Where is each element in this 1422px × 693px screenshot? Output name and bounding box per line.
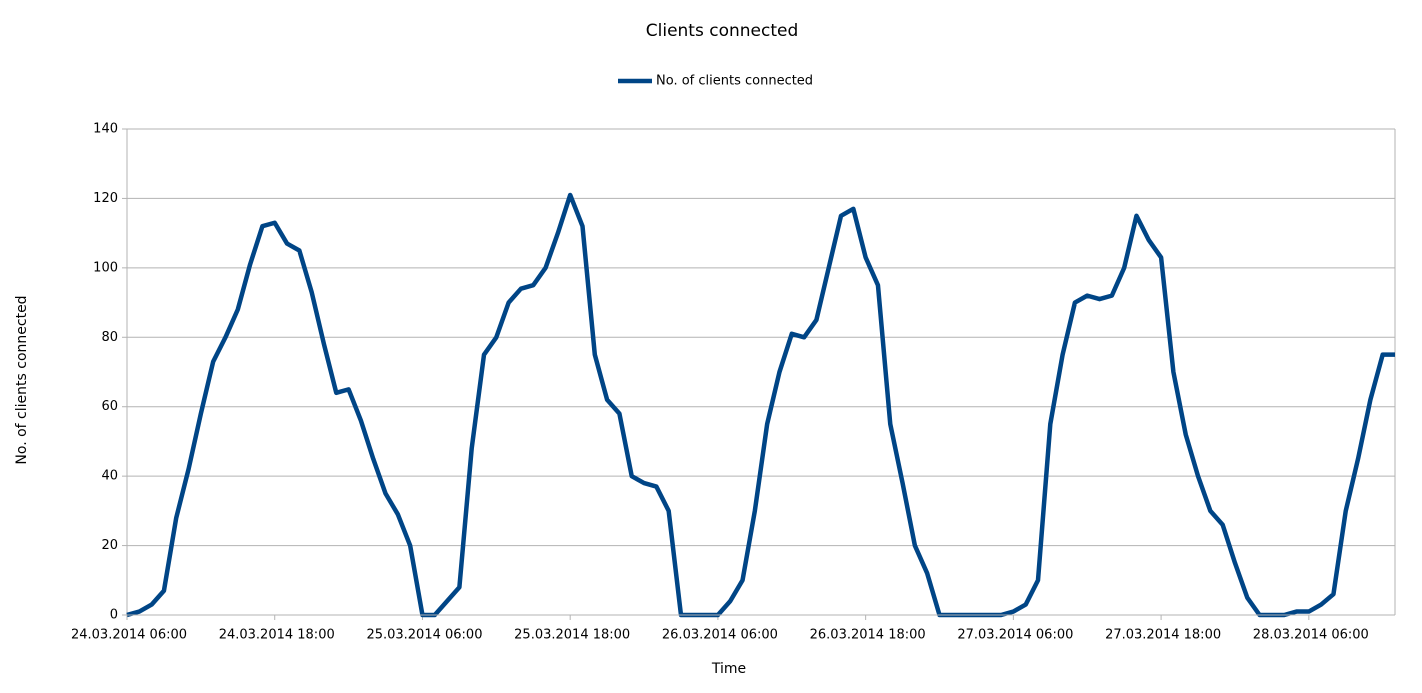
y-tick-label: 100 — [93, 260, 118, 275]
chart-title: Clients connected — [646, 21, 799, 41]
legend-label: No. of clients connected — [656, 74, 813, 89]
y-axis-label: No. of clients connected — [14, 295, 30, 464]
x-tick-label: 27.03.2014 18:00 — [1105, 628, 1221, 643]
x-tick-label: 24.03.2014 06:00 — [71, 628, 187, 643]
y-tick-label: 140 — [93, 122, 118, 137]
x-tick-label: 25.03.2014 06:00 — [366, 628, 482, 643]
y-tick-label: 40 — [101, 469, 118, 484]
y-tick-label: 20 — [101, 538, 118, 553]
x-tick-label: 24.03.2014 18:00 — [219, 628, 335, 643]
x-tick-label: 26.03.2014 18:00 — [810, 628, 926, 643]
x-tick-label: 25.03.2014 18:00 — [514, 628, 630, 643]
x-tick-label: 26.03.2014 06:00 — [662, 628, 778, 643]
x-tick-label: 28.03.2014 06:00 — [1253, 628, 1369, 643]
y-tick-label: 80 — [101, 330, 118, 345]
x-tick-label: 27.03.2014 06:00 — [957, 628, 1073, 643]
y-tick-label: 0 — [110, 608, 118, 623]
data-line — [126, 192, 1395, 618]
x-axis-label: Time — [711, 661, 746, 677]
y-tick-label: 60 — [101, 399, 118, 414]
y-tick-label: 120 — [93, 191, 118, 206]
